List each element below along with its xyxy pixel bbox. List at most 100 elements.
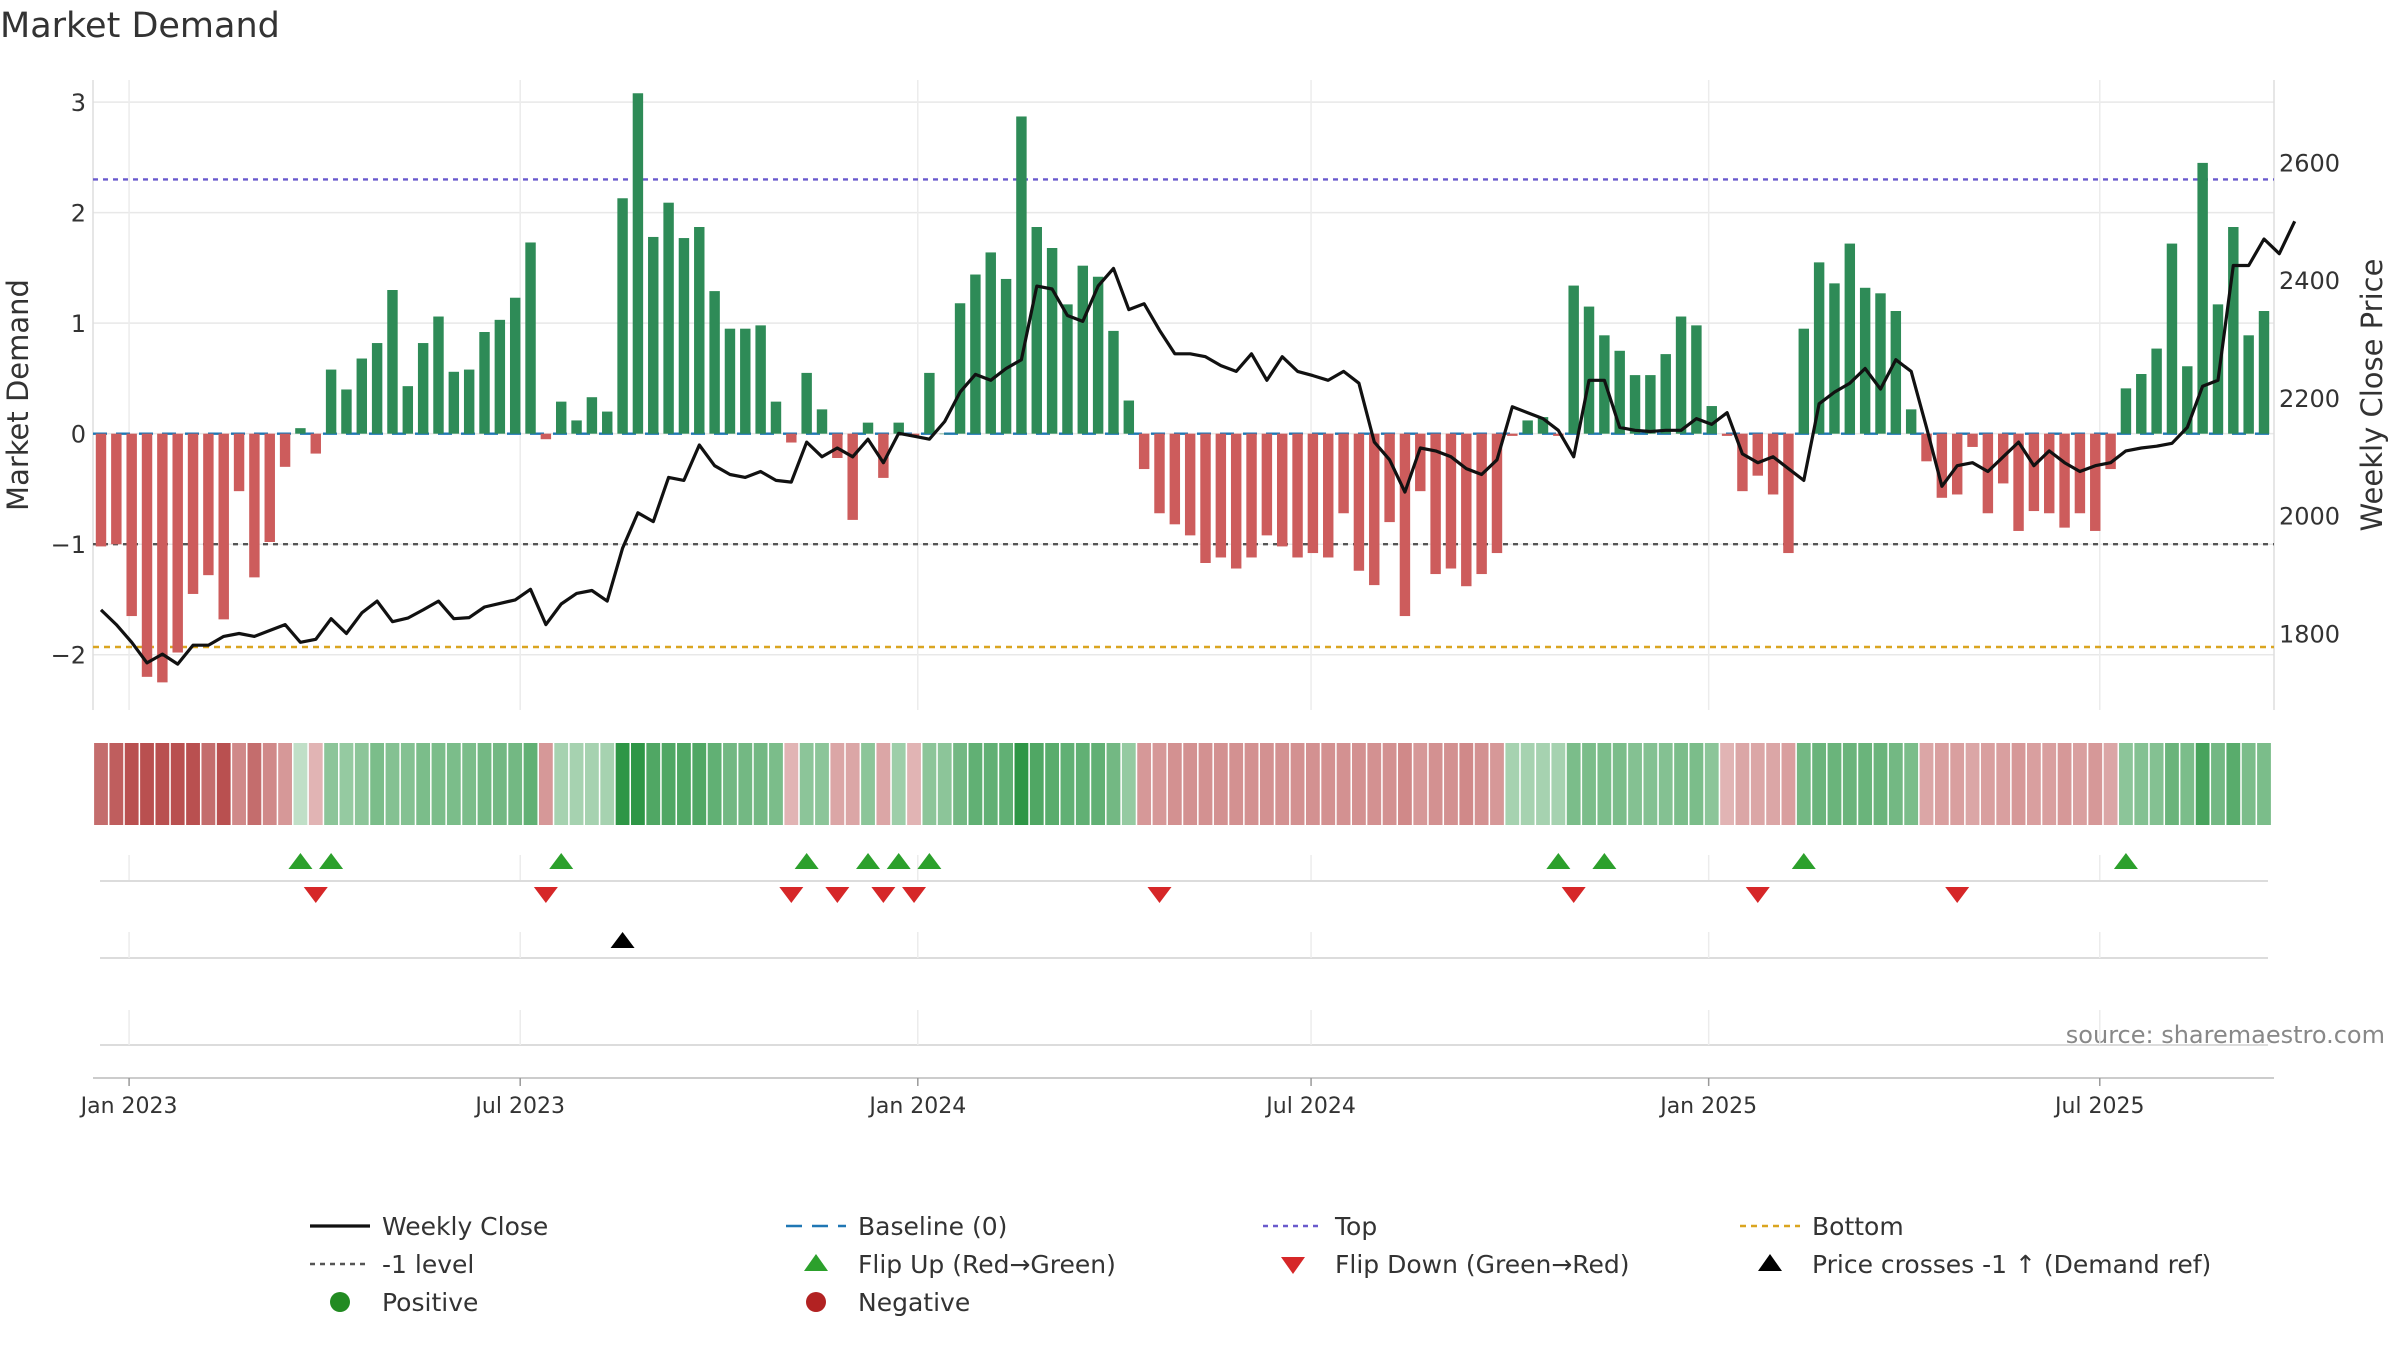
demand-bar-111 <box>1798 328 1810 434</box>
flip-up-marker-3 <box>794 853 819 869</box>
heat-cell-5 <box>170 743 185 825</box>
demand-bar-91 <box>1491 433 1503 554</box>
heat-cell-42 <box>738 743 753 825</box>
demand-bar-129 <box>2074 433 2086 514</box>
demand-bar-39 <box>694 227 705 434</box>
demand-bar-61 <box>1031 227 1042 434</box>
heat-cell-36 <box>646 743 661 825</box>
heat-cell-97 <box>1582 743 1596 825</box>
heat-cell-124 <box>1996 743 2011 825</box>
heat-cell-79 <box>1305 743 1320 825</box>
heat-cell-127 <box>2042 743 2057 825</box>
demand-bar-90 <box>1476 433 1487 575</box>
demand-bar-96 <box>1568 285 1579 434</box>
demand-bar-92 <box>1507 433 1518 436</box>
demand-bar-49 <box>847 433 858 520</box>
heat-cell-138 <box>2211 743 2225 825</box>
grid <box>92 80 2275 710</box>
heat-cell-51 <box>876 743 891 825</box>
demand-bar-23 <box>448 371 460 434</box>
heat-cell-77 <box>1275 743 1290 825</box>
heat-cell-76 <box>1259 743 1274 825</box>
demand-bar-2 <box>126 433 137 617</box>
demand-bar-127 <box>2044 433 2055 514</box>
heat-cell-126 <box>2026 743 2041 825</box>
heat-cell-20 <box>400 743 415 825</box>
heat-cell-40 <box>707 743 722 825</box>
heat-cell-27 <box>508 743 523 825</box>
heat-cell-17 <box>354 743 369 825</box>
demand-bar-16 <box>341 389 352 434</box>
heat-cell-87 <box>1428 743 1443 825</box>
heat-cell-123 <box>1980 743 1995 825</box>
heat-cell-136 <box>2180 743 2195 825</box>
demand-bar-110 <box>1783 433 1794 554</box>
heat-cell-15 <box>324 743 339 825</box>
legend-symbol-2-1 <box>806 1292 826 1312</box>
heat-cell-32 <box>584 743 599 825</box>
demand-bar-107 <box>1737 433 1748 492</box>
heat-cell-13 <box>293 743 308 825</box>
x-tick-label-2: Jan 2024 <box>867 1094 966 1119</box>
heat-cell-59 <box>999 743 1013 825</box>
right-tick-label-0: 2600 <box>2279 149 2340 177</box>
price-cross-marker-0 <box>610 932 635 948</box>
demand-bar-119 <box>1921 433 1932 462</box>
demand-bar-80 <box>1323 433 1334 558</box>
demand-bar-82 <box>1353 433 1365 571</box>
x-tick-label-3: Jul 2024 <box>1264 1094 1356 1119</box>
heat-cell-117 <box>1888 743 1903 825</box>
demand-bar-102 <box>1660 354 1671 434</box>
heat-cell-66 <box>1106 743 1121 825</box>
demand-bar-99 <box>1614 350 1625 434</box>
heat-cell-137 <box>2195 743 2210 825</box>
demand-bar-26 <box>494 319 506 434</box>
heat-cell-112 <box>1812 743 1827 825</box>
demand-bar-113 <box>1829 283 1840 434</box>
heat-cell-11 <box>262 743 277 825</box>
heat-cell-2 <box>124 743 139 825</box>
heat-cell-25 <box>477 743 492 825</box>
right-tick-label-2: 2200 <box>2279 385 2340 413</box>
heat-cell-41 <box>723 743 737 825</box>
heat-cell-78 <box>1290 743 1305 825</box>
heat-cell-119 <box>1919 743 1934 825</box>
legend-label-0-3: Bottom <box>1812 1212 1904 1241</box>
demand-bar-32 <box>586 397 598 434</box>
heat-cell-19 <box>385 743 400 825</box>
heat-cell-45 <box>784 743 799 825</box>
heat-cell-29 <box>538 743 553 825</box>
demand-bar-108 <box>1752 433 1763 476</box>
demand-bar-88 <box>1445 433 1457 569</box>
demand-bar-83 <box>1369 433 1380 586</box>
heat-cell-26 <box>492 743 507 825</box>
heat-cell-86 <box>1413 743 1428 825</box>
demand-bar-120 <box>1936 433 1948 498</box>
heat-cell-21 <box>416 743 431 825</box>
heat-cell-24 <box>462 743 477 825</box>
demand-bar-50 <box>862 422 874 434</box>
flip-up-marker-7 <box>1546 853 1571 869</box>
heat-cell-22 <box>431 743 446 825</box>
demand-bar-131 <box>2105 433 2116 470</box>
flip-down-marker-2 <box>779 887 804 903</box>
legend-symbol-1-3 <box>1758 1254 1782 1271</box>
demand-bar-118 <box>1905 409 1917 434</box>
demand-bar-40 <box>709 291 720 434</box>
demand-bar-114 <box>1844 243 1856 434</box>
demand-bar-72 <box>1200 433 1211 563</box>
x-tick-label-5: Jul 2025 <box>2053 1094 2145 1119</box>
demand-bar-48 <box>832 433 843 458</box>
heat-cell-82 <box>1352 743 1366 825</box>
heat-cell-104 <box>1689 743 1704 825</box>
demand-bar-22 <box>433 316 444 434</box>
heat-cell-102 <box>1658 743 1673 825</box>
demand-bar-77 <box>1276 433 1288 547</box>
x-tick-label-0: Jan 2023 <box>79 1094 178 1119</box>
demand-bar-140 <box>2243 335 2254 434</box>
demand-bar-27 <box>509 297 521 434</box>
demand-bar-89 <box>1461 433 1472 587</box>
heat-cell-69 <box>1152 743 1167 825</box>
demand-bar-84 <box>1384 433 1395 523</box>
demand-bar-11 <box>264 433 275 542</box>
